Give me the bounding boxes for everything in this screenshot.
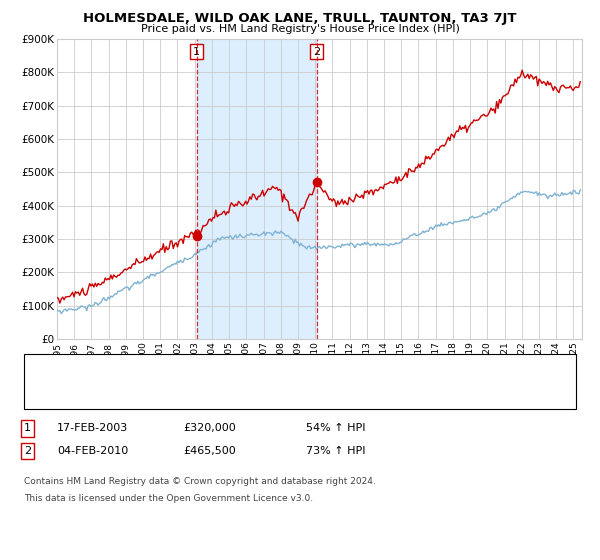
Text: £320,000: £320,000 xyxy=(183,423,236,433)
Text: HOLMESDALE, WILD OAK LANE, TRULL, TAUNTON, TA3 7JT: HOLMESDALE, WILD OAK LANE, TRULL, TAUNTO… xyxy=(83,12,517,25)
Text: HPI: Average price, detached house, Somerset: HPI: Average price, detached house, Some… xyxy=(81,388,324,398)
Text: 54% ↑ HPI: 54% ↑ HPI xyxy=(306,423,365,433)
Text: This data is licensed under the Open Government Licence v3.0.: This data is licensed under the Open Gov… xyxy=(24,494,313,503)
Text: 2: 2 xyxy=(24,446,31,456)
Text: 17-FEB-2003: 17-FEB-2003 xyxy=(57,423,128,433)
Text: ──────: ────── xyxy=(36,361,77,371)
Text: £465,500: £465,500 xyxy=(183,446,236,456)
Text: 04-FEB-2010: 04-FEB-2010 xyxy=(57,446,128,456)
Text: Contains HM Land Registry data © Crown copyright and database right 2024.: Contains HM Land Registry data © Crown c… xyxy=(24,477,376,486)
Text: 2: 2 xyxy=(313,46,320,57)
Text: Price paid vs. HM Land Registry's House Price Index (HPI): Price paid vs. HM Land Registry's House … xyxy=(140,24,460,34)
Text: 1: 1 xyxy=(193,46,200,57)
Text: HOLMESDALE, WILD OAK LANE, TRULL, TAUNTON, TA3 7JT (detached house): HOLMESDALE, WILD OAK LANE, TRULL, TAUNTO… xyxy=(81,361,477,371)
Text: ──────: ────── xyxy=(36,388,77,398)
Text: 73% ↑ HPI: 73% ↑ HPI xyxy=(306,446,365,456)
Bar xyxy=(197,39,317,339)
Text: 1: 1 xyxy=(24,423,31,433)
